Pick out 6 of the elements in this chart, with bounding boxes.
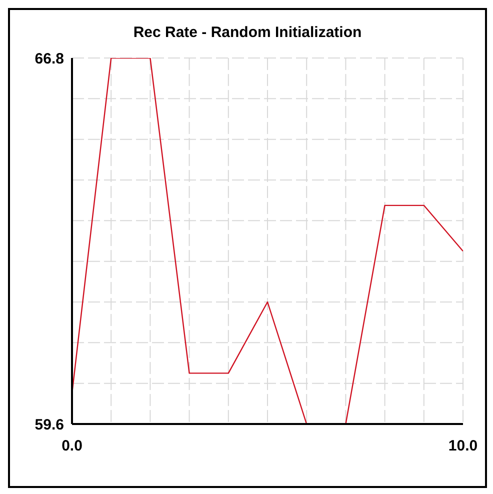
chart-title: Rec Rate - Random Initialization (132, 24, 363, 43)
y-tick-label: 66.8 (34, 50, 64, 68)
y-tick-label: 59.6 (34, 416, 64, 434)
x-tick-label: 0.0 (62, 438, 82, 455)
x-tick-label: 10.0 (448, 438, 478, 455)
line-series (72, 58, 463, 424)
